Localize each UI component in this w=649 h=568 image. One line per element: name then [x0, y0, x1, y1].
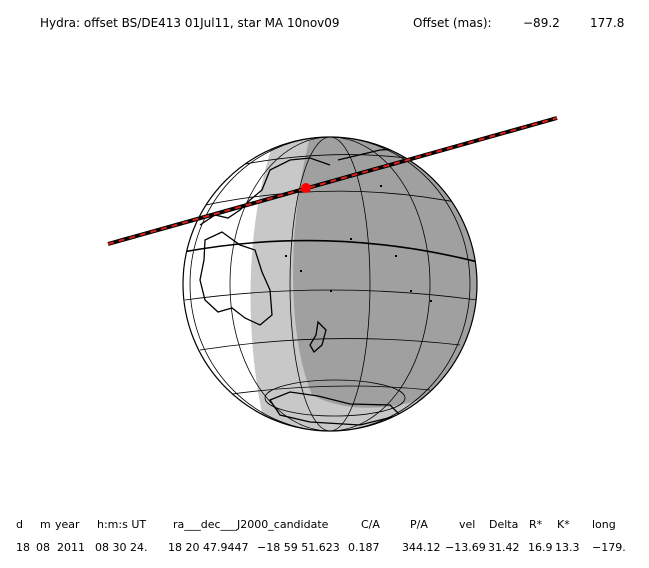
cell: 16.9 [528, 541, 553, 554]
offset-label: Offset (mas): [413, 16, 492, 30]
column-header: P/A [410, 518, 428, 531]
cell: −179. [592, 541, 626, 554]
cell: −13.69 [445, 541, 486, 554]
cell: 08 30 24. [95, 541, 147, 554]
cell: 18 [16, 541, 30, 554]
cell: 0.187 [348, 541, 380, 554]
cell: −18 59 51.623 [257, 541, 340, 554]
column-header: h:m:s UT [97, 518, 146, 531]
column-header: vel [459, 518, 475, 531]
cell: 344.12 [402, 541, 441, 554]
column-header: R* [529, 518, 543, 531]
offset-value: 177.8 [590, 16, 624, 30]
cell: 31.42 [488, 541, 520, 554]
cell: 13.3 [555, 541, 580, 554]
offset-value: −89.2 [523, 16, 560, 30]
title: Hydra: offset BS/DE413 01Jul11, star MA … [40, 16, 340, 30]
shadow-path [107, 116, 558, 246]
cell: 08 [36, 541, 50, 554]
column-header: m [40, 518, 51, 531]
column-header: Delta [489, 518, 518, 531]
column-header: d [16, 518, 23, 531]
cell: 18 20 47.9447 [168, 541, 248, 554]
cell: 2011 [57, 541, 85, 554]
globe [182, 136, 478, 432]
column-header: ra___dec___J2000_candidate [173, 518, 329, 531]
column-header: year [55, 518, 80, 531]
column-header: long [592, 518, 616, 531]
column-header: K* [557, 518, 570, 531]
column-header: C/A [361, 518, 380, 531]
